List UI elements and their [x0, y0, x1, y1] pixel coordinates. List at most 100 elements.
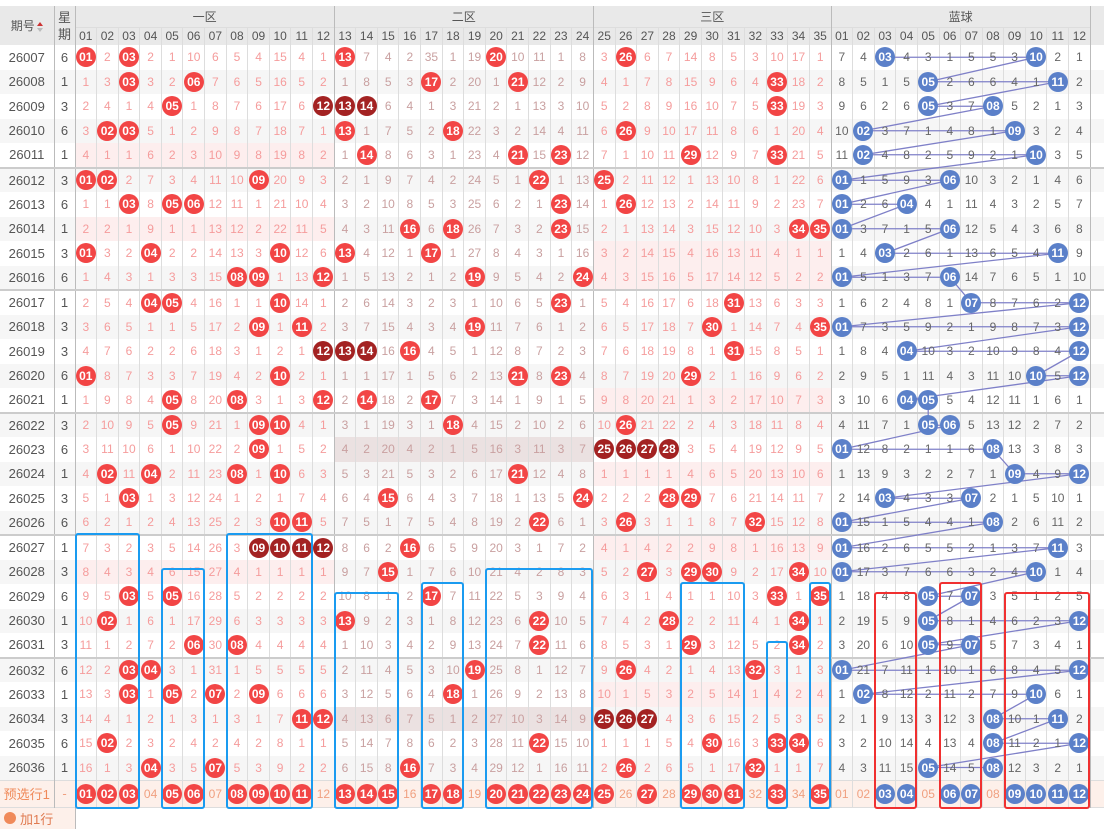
selected-blue-ball[interactable]: 12: [1069, 783, 1090, 804]
selected-blue-ball[interactable]: 04: [896, 783, 917, 804]
preselect-front-12[interactable]: 12: [312, 779, 335, 807]
preselect-front-27[interactable]: 27: [636, 779, 659, 807]
unselected-number[interactable]: 34: [791, 786, 806, 801]
unselected-number[interactable]: 28: [662, 786, 676, 801]
selected-red-ball[interactable]: 20: [486, 783, 507, 804]
preselect-blue-07[interactable]: 07: [960, 779, 983, 807]
unselected-number[interactable]: 19: [467, 786, 482, 801]
preselect-front-10[interactable]: 10: [269, 779, 292, 807]
selected-red-ball[interactable]: 24: [572, 783, 593, 804]
selected-red-ball[interactable]: 10: [270, 783, 291, 804]
preselect-front-32[interactable]: 32: [744, 779, 767, 807]
preselect-blue-04[interactable]: 04: [895, 779, 918, 807]
sort-icon[interactable]: [36, 21, 43, 32]
selected-red-ball[interactable]: 18: [442, 783, 463, 804]
preselect-blue-11[interactable]: 11: [1046, 779, 1070, 807]
unselected-number[interactable]: 02: [856, 786, 871, 801]
preselect-front-31[interactable]: 31: [722, 779, 746, 807]
selected-red-ball[interactable]: 11: [291, 783, 312, 804]
unselected-number[interactable]: 08: [986, 786, 1000, 801]
preselect-front-09[interactable]: 09: [247, 779, 270, 807]
selected-red-ball[interactable]: 14: [356, 783, 377, 804]
preselect-front-23[interactable]: 23: [550, 779, 573, 807]
selected-red-ball[interactable]: 03: [118, 783, 139, 804]
preselect-front-04[interactable]: 04: [139, 779, 162, 807]
selected-blue-ball[interactable]: 03: [875, 783, 896, 804]
period-header[interactable]: 期号: [0, 6, 55, 45]
selected-red-ball[interactable]: 25: [594, 783, 615, 804]
unselected-number[interactable]: 12: [316, 786, 331, 801]
selected-red-ball[interactable]: 05: [162, 783, 183, 804]
selected-red-ball[interactable]: 31: [723, 783, 744, 804]
preselect-blue-09[interactable]: 09: [1003, 779, 1026, 807]
unselected-number[interactable]: 04: [143, 786, 158, 801]
preselect-front-35[interactable]: 35: [809, 779, 832, 807]
preselect-front-11[interactable]: 11: [290, 779, 314, 807]
preselect-front-29[interactable]: 29: [679, 779, 702, 807]
selected-blue-ball[interactable]: 07: [961, 783, 982, 804]
preselect-front-17[interactable]: 17: [420, 779, 443, 807]
preselect-front-34[interactable]: 34: [787, 779, 810, 807]
preselect-blue-05[interactable]: 05: [917, 779, 940, 807]
selected-red-ball[interactable]: 33: [766, 783, 787, 804]
preselect-blue-01[interactable]: 01: [831, 779, 854, 807]
selected-red-ball[interactable]: 13: [335, 783, 355, 804]
preselect-front-22[interactable]: 22: [528, 779, 551, 807]
preselect-front-18[interactable]: 18: [442, 779, 465, 807]
preselect-front-06[interactable]: 06: [182, 779, 206, 807]
preselect-front-24[interactable]: 24: [571, 779, 594, 807]
sort-down-icon[interactable]: [36, 27, 43, 32]
preselect-blue-12[interactable]: 12: [1068, 779, 1091, 807]
preselect-front-25[interactable]: 25: [593, 779, 616, 807]
selected-red-ball[interactable]: 27: [637, 783, 658, 804]
preselect-front-14[interactable]: 14: [355, 779, 378, 807]
preselect-front-16[interactable]: 16: [398, 779, 422, 807]
add-row-cell[interactable]: 加1行: [0, 806, 76, 829]
selected-red-ball[interactable]: 23: [550, 783, 571, 804]
unselected-number[interactable]: 01: [835, 786, 849, 801]
unselected-number[interactable]: 26: [619, 786, 633, 801]
preselect-front-21[interactable]: 21: [506, 779, 530, 807]
preselect-front-15[interactable]: 15: [377, 779, 400, 807]
preselect-blue-08[interactable]: 08: [982, 779, 1005, 807]
selected-red-ball[interactable]: 30: [702, 783, 723, 804]
preselect-front-05[interactable]: 05: [161, 779, 184, 807]
preselect-front-07[interactable]: 07: [204, 779, 227, 807]
preselect-front-30[interactable]: 30: [701, 779, 724, 807]
selected-red-ball[interactable]: 21: [507, 783, 528, 804]
sort-up-icon[interactable]: [36, 21, 43, 26]
selected-red-ball[interactable]: 17: [421, 783, 442, 804]
selected-red-ball[interactable]: 22: [529, 783, 550, 804]
selected-blue-ball[interactable]: 11: [1047, 783, 1068, 804]
selected-red-ball[interactable]: 08: [226, 783, 247, 804]
preselect-blue-10[interactable]: 10: [1025, 779, 1048, 807]
selected-red-ball[interactable]: 06: [183, 783, 204, 804]
unselected-number[interactable]: 07: [208, 786, 223, 801]
selected-red-ball[interactable]: 15: [378, 783, 399, 804]
selected-red-ball[interactable]: 02: [97, 783, 118, 804]
preselect-blue-06[interactable]: 06: [939, 779, 962, 807]
selected-blue-ball[interactable]: 10: [1026, 783, 1047, 804]
preselect-front-08[interactable]: 08: [226, 779, 249, 807]
selected-red-ball[interactable]: 29: [680, 783, 701, 804]
preselect-front-20[interactable]: 20: [485, 779, 508, 807]
unselected-number[interactable]: 32: [748, 786, 763, 801]
selected-blue-ball[interactable]: 09: [1004, 783, 1025, 804]
preselect-blue-03[interactable]: 03: [874, 779, 897, 807]
preselect-front-19[interactable]: 19: [463, 779, 486, 807]
selected-red-ball[interactable]: 35: [810, 783, 831, 804]
preselect-front-28[interactable]: 28: [658, 779, 681, 807]
unselected-number[interactable]: 16: [403, 786, 417, 801]
preselect-front-03[interactable]: 03: [118, 779, 141, 807]
preselect-blue-02[interactable]: 02: [852, 779, 875, 807]
selected-blue-ball[interactable]: 06: [939, 783, 960, 804]
selected-red-ball[interactable]: 01: [75, 783, 96, 804]
unselected-number[interactable]: 05: [921, 786, 935, 801]
add-row-button[interactable]: 加1行: [0, 809, 75, 828]
preselect-front-13[interactable]: 13: [334, 779, 357, 807]
preselect-front-01[interactable]: 01: [75, 779, 98, 807]
preselect-front-02[interactable]: 02: [96, 779, 119, 807]
preselect-front-26[interactable]: 26: [615, 779, 638, 807]
preselect-front-33[interactable]: 33: [766, 779, 789, 807]
selected-red-ball[interactable]: 09: [248, 783, 269, 804]
